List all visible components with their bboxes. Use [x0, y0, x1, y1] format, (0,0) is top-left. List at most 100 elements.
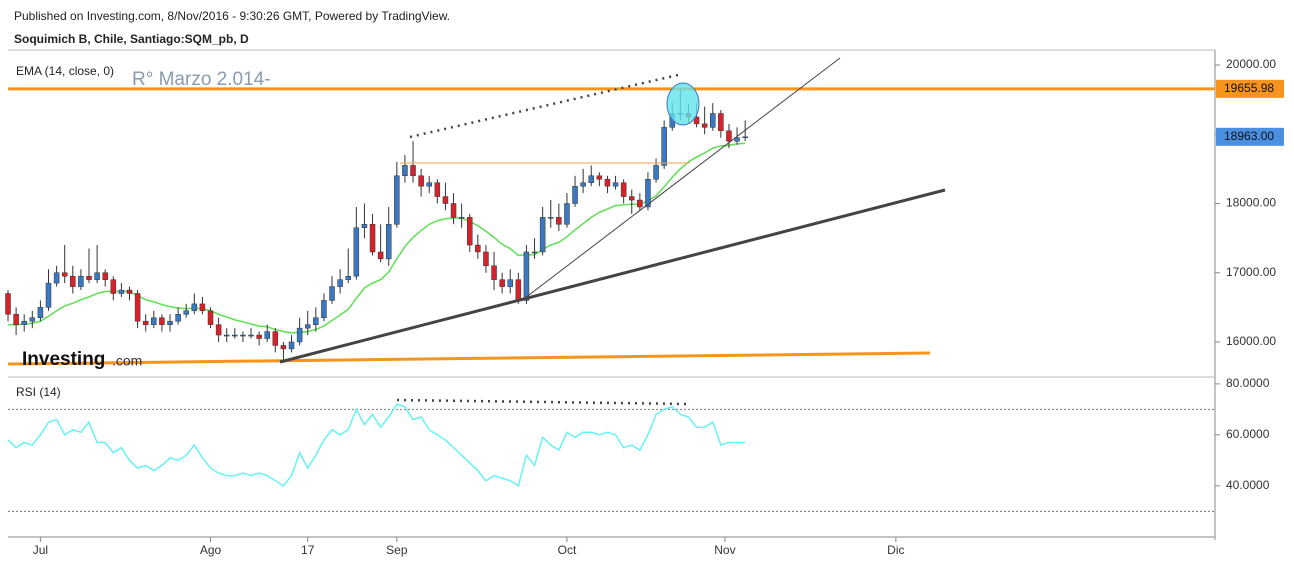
- candle-body: [118, 289, 125, 294]
- published-note: Published on Investing.com, 8/Nov/2016 -…: [14, 9, 450, 23]
- price-label: 18963.00: [1224, 129, 1274, 143]
- candle-body: [142, 320, 149, 325]
- rsi-tick-label: 40.0000: [1226, 478, 1270, 492]
- candle-body: [167, 320, 173, 325]
- rsi-tick-label: 60.0000: [1226, 427, 1270, 441]
- candle-body: [288, 341, 295, 350]
- candle-body: [53, 272, 60, 284]
- y-tick-label: 18000.00: [1226, 196, 1276, 210]
- candle-body: [491, 265, 497, 280]
- candle-body: [434, 182, 441, 197]
- candle-body: [191, 303, 198, 312]
- candle-body: [159, 317, 165, 325]
- candle-body: [604, 179, 611, 187]
- candle-body: [572, 185, 578, 204]
- y-tick-label: 16000.00: [1226, 334, 1276, 348]
- x-tick-label: Ago: [200, 543, 222, 557]
- candle-body: [596, 175, 603, 180]
- candle-body: [629, 196, 635, 201]
- x-tick-label: Dic: [887, 543, 904, 557]
- ema-line: [8, 142, 746, 334]
- candle-body: [361, 224, 368, 228]
- candle-body: [588, 175, 594, 183]
- candle-body: [653, 165, 659, 180]
- candle-body: [718, 113, 724, 132]
- candle-body: [726, 130, 732, 142]
- candle-body: [612, 182, 619, 187]
- highlight-ellipse: [666, 82, 700, 126]
- candle-body: [450, 203, 457, 218]
- candle-body: [175, 314, 181, 322]
- candle-body: [94, 272, 100, 280]
- x-tick-label: Sep: [386, 543, 408, 557]
- candle-body: [151, 317, 157, 325]
- candle-body: [742, 136, 748, 139]
- candle-body: [337, 279, 343, 287]
- ema-label: EMA (14, close, 0): [16, 64, 114, 78]
- candle-body: [385, 224, 392, 260]
- trend-line-thin: [524, 57, 841, 299]
- candle-body: [499, 279, 505, 287]
- candle-body: [507, 279, 513, 287]
- candle-body: [547, 217, 554, 219]
- logo-suffix: .com: [112, 353, 142, 369]
- candle-body: [256, 334, 262, 339]
- y-tick-label: 20000.00: [1226, 57, 1276, 71]
- candle-body: [475, 244, 481, 253]
- candle-body: [637, 199, 643, 208]
- candle-body: [394, 175, 400, 225]
- divergence-line: [409, 73, 679, 139]
- candle-body: [353, 227, 360, 277]
- candle-body: [661, 127, 667, 166]
- candle-body: [5, 293, 11, 315]
- candle-body: [280, 345, 287, 350]
- candle-body: [710, 113, 716, 128]
- candle-body: [86, 275, 92, 280]
- candle-body: [321, 300, 327, 318]
- candle-body: [369, 224, 376, 253]
- candle-body: [232, 334, 238, 337]
- candle-body: [693, 116, 700, 125]
- candle-body: [45, 282, 52, 308]
- annotation: R° Marzo 2.014-: [132, 69, 271, 90]
- candle-body: [102, 272, 108, 280]
- candle-body: [223, 334, 230, 337]
- price-label-box: [1216, 127, 1284, 146]
- candle-body: [13, 314, 19, 325]
- symbol-title: Soquimich B, Chile, Santiago:SQM_pb, D: [14, 32, 249, 46]
- candle-body: [466, 217, 473, 246]
- candle-body: [313, 317, 319, 325]
- x-tick-label: Oct: [558, 543, 577, 557]
- rsi-tick-label: 80.0000: [1226, 376, 1270, 390]
- candle-body: [620, 182, 627, 197]
- candle-body: [515, 279, 522, 301]
- rsi-label: RSI (14): [16, 385, 61, 399]
- rsi-divergence-line: [396, 398, 689, 406]
- candle-body: [556, 217, 562, 225]
- x-tick-label: Jul: [33, 543, 48, 557]
- candle-body: [701, 123, 708, 128]
- logo: Investing: [22, 349, 105, 370]
- candle-body: [29, 317, 36, 322]
- candle-body: [304, 324, 311, 329]
- candle-body: [215, 324, 222, 336]
- candle-body: [248, 334, 254, 337]
- candle-body: [377, 251, 384, 260]
- support-line: [7, 351, 931, 366]
- candle-body: [345, 275, 351, 280]
- candle-body: [329, 286, 335, 301]
- candle-body: [442, 196, 449, 204]
- candle-body: [418, 175, 424, 187]
- candle-body: [645, 179, 651, 208]
- trend-line: [279, 188, 946, 364]
- y-tick-label: 17000.00: [1226, 265, 1276, 279]
- candle-body: [539, 217, 546, 253]
- price-label-box: [1216, 79, 1284, 98]
- candle-body: [523, 251, 530, 301]
- candle-body: [240, 334, 246, 337]
- candle-body: [183, 310, 189, 315]
- candle-body: [70, 275, 76, 287]
- candle-body: [458, 217, 465, 219]
- candle-body: [61, 272, 68, 277]
